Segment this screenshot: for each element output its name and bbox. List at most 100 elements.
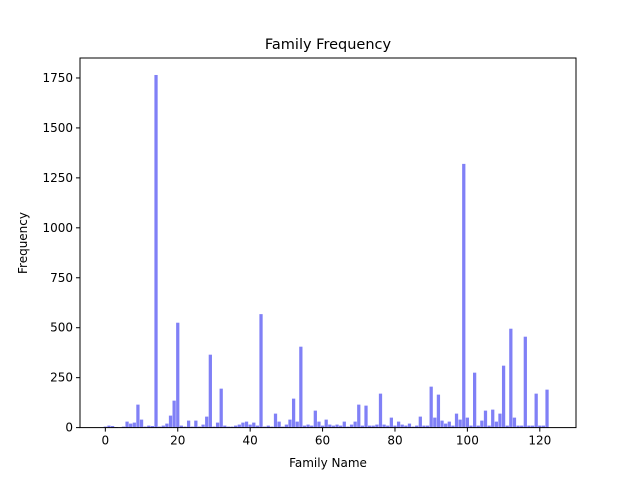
bar-17 — [165, 423, 169, 428]
y-tick-label-250: 250 — [50, 371, 73, 385]
chart-title: Family Frequency — [265, 37, 392, 53]
bar-98 — [458, 419, 462, 428]
bar-114 — [516, 425, 520, 428]
bar-103 — [476, 425, 480, 428]
bar-7 — [129, 423, 133, 428]
bar-31 — [215, 422, 220, 428]
bar-92 — [436, 394, 441, 428]
bar-96 — [451, 425, 455, 428]
bar-53 — [295, 421, 299, 428]
x-axis-label: Family Name — [289, 456, 367, 470]
bar-83 — [404, 425, 408, 428]
bar-91 — [433, 417, 437, 428]
bar-94 — [444, 423, 448, 428]
bar-120 — [538, 425, 542, 428]
bar-9 — [136, 404, 140, 428]
bar-112 — [509, 328, 513, 428]
x-tick-label-120: 120 — [528, 434, 551, 448]
bar-23 — [186, 420, 191, 428]
bar-50 — [284, 424, 288, 428]
x-tick-label-40: 40 — [243, 434, 258, 448]
bar-45 — [266, 425, 270, 428]
bar-48 — [277, 421, 281, 428]
bar-33 — [223, 425, 227, 428]
x-tick-label-100: 100 — [456, 434, 479, 448]
bar-90 — [429, 386, 433, 428]
bar-109 — [498, 413, 502, 428]
x-axis-ticks: 0 20 40 60 80 100 120 — [102, 427, 551, 448]
bar-79 — [389, 417, 393, 428]
bar-55 — [302, 425, 307, 428]
bar-52 — [291, 398, 296, 428]
bar-81 — [396, 421, 401, 428]
bar-25 — [194, 420, 198, 428]
bar-40 — [248, 424, 252, 428]
bar-117 — [527, 425, 531, 428]
bar-105 — [483, 410, 488, 428]
bar-115 — [520, 425, 524, 428]
bar-38 — [241, 422, 245, 428]
bar-60 — [320, 425, 325, 428]
bar-102 — [472, 372, 477, 428]
bar-18 — [168, 415, 173, 428]
bar-68 — [349, 424, 354, 428]
bar-73 — [368, 425, 372, 428]
bar-57 — [310, 425, 314, 428]
y-tick-label-1250: 1250 — [42, 171, 73, 185]
bar-76 — [378, 393, 383, 428]
bar-82 — [400, 424, 404, 428]
bar-87 — [418, 416, 422, 428]
bar-27 — [201, 424, 205, 428]
bar-110 — [501, 365, 506, 428]
bar-56 — [306, 424, 310, 428]
bar-13 — [150, 426, 155, 428]
bar-99 — [462, 163, 466, 428]
bar-86 — [415, 425, 419, 428]
bar-10 — [139, 419, 144, 428]
plot-frame — [79, 57, 577, 429]
bar-1 — [107, 425, 111, 428]
bar-28 — [205, 416, 209, 428]
bar-116 — [523, 336, 527, 428]
bar-6 — [125, 421, 129, 428]
bar-36 — [234, 425, 238, 428]
x-tick-label-0: 0 — [102, 434, 110, 448]
x-tick-label-60: 60 — [315, 434, 330, 448]
bar-59 — [317, 421, 321, 428]
bar-42 — [255, 425, 260, 428]
bar-84 — [407, 423, 412, 428]
bar-88 — [422, 425, 426, 428]
bar-95 — [447, 421, 451, 428]
bar-111 — [505, 425, 509, 428]
bar-106 — [487, 425, 491, 428]
bars-group — [103, 74, 549, 428]
bar-51 — [288, 419, 292, 428]
bar-39 — [244, 421, 249, 428]
y-tick-label-750: 750 — [50, 271, 73, 285]
bar-12 — [147, 425, 151, 428]
y-axis-ticks: 0 250 500 750 1000 1250 1500 1750 — [42, 71, 80, 435]
bar-121 — [541, 425, 546, 428]
bar-19 — [172, 400, 176, 428]
bar-63 — [331, 425, 336, 428]
x-tick-label-20: 20 — [170, 434, 185, 448]
bar-113 — [512, 417, 517, 428]
bar-66 — [342, 421, 346, 428]
bar-43 — [259, 314, 263, 428]
bar-62 — [328, 424, 332, 428]
bar-41 — [252, 422, 256, 428]
bar-101 — [469, 425, 473, 428]
bar-61 — [324, 419, 328, 428]
bar-54 — [299, 346, 303, 428]
y-tick-label-1750: 1750 — [42, 71, 73, 85]
x-tick-label-80: 80 — [387, 434, 402, 448]
bar-37 — [237, 424, 241, 428]
bar-65 — [339, 425, 343, 428]
bar-32 — [219, 388, 223, 428]
bar-58 — [313, 410, 317, 428]
bar-69 — [353, 421, 357, 428]
bar-16 — [161, 425, 165, 428]
bar-80 — [393, 425, 397, 428]
bar-74 — [371, 425, 375, 428]
